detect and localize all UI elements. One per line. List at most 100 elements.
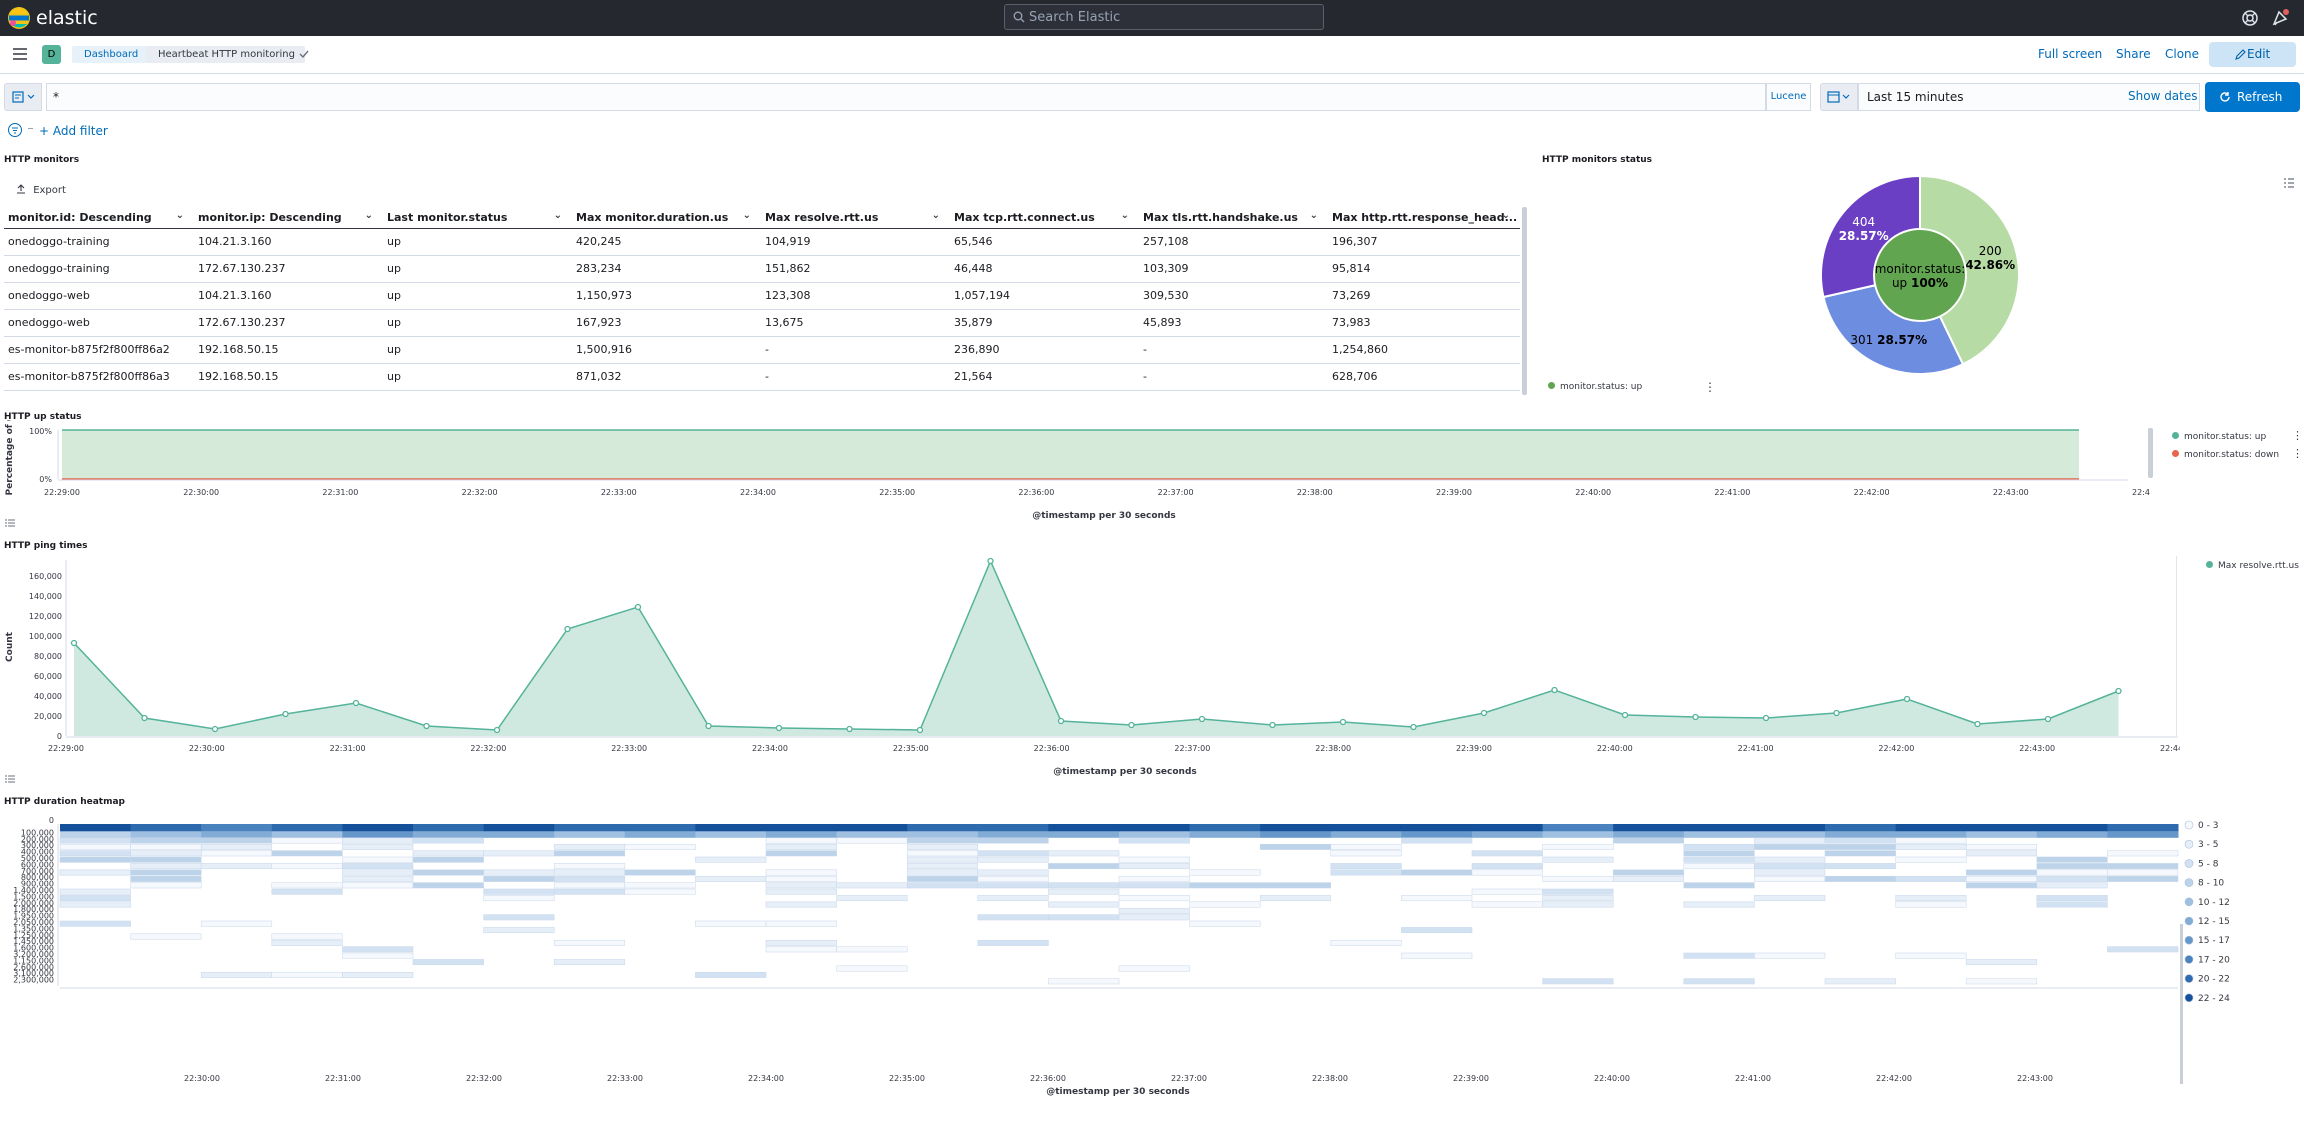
refresh-button[interactable]: Refresh <box>2205 82 2300 112</box>
saved-query-menu[interactable] <box>4 83 42 111</box>
elastic-logo-icon[interactable] <box>6 5 32 31</box>
edit-button[interactable]: Edit <box>2209 42 2296 67</box>
chevron-down-icon[interactable]: ⌄ <box>931 210 940 221</box>
table-cell[interactable]: 73,269 <box>1328 282 1520 310</box>
table-cell[interactable]: 73,983 <box>1328 309 1520 337</box>
add-filter-button[interactable]: + Add filter <box>39 124 108 138</box>
table-cell[interactable]: up <box>383 282 572 310</box>
table-cell[interactable]: - <box>761 363 950 391</box>
table-scrollbar[interactable] <box>1522 207 1527 395</box>
up-legend-item[interactable]: monitor.status: up <box>2172 432 2266 442</box>
table-cell[interactable]: 1,254,860 <box>1328 336 1520 364</box>
table-cell[interactable]: up <box>383 255 572 283</box>
table-cell[interactable]: - <box>761 336 950 364</box>
table-cell[interactable]: onedoggo-training <box>4 255 194 283</box>
table-cell[interactable]: up <box>383 309 572 337</box>
ping-legend-item[interactable]: Max resolve.rtt.us <box>2206 561 2299 571</box>
table-cell[interactable]: 103,309 <box>1139 255 1328 283</box>
table-cell[interactable]: 45,893 <box>1139 309 1328 337</box>
table-cell[interactable]: 1,057,194 <box>950 282 1139 310</box>
options-icon[interactable]: ⋮ <box>2292 429 2303 442</box>
table-cell[interactable]: 95,814 <box>1328 255 1520 283</box>
legend-scrollbar[interactable] <box>2148 428 2153 478</box>
date-quick-menu[interactable] <box>1820 83 1858 111</box>
column-header[interactable]: Last monitor.status ⌄ <box>383 207 572 229</box>
table-cell[interactable]: 46,448 <box>950 255 1139 283</box>
down-legend-item[interactable]: monitor.status: down <box>2172 450 2279 460</box>
legend-toggle-icon[interactable] <box>2282 176 2296 190</box>
table-cell[interactable]: 309,530 <box>1139 282 1328 310</box>
table-cell[interactable]: - <box>1139 336 1328 364</box>
table-cell[interactable]: es-monitor-b875f2f800ff86a2 <box>4 336 194 364</box>
time-range-display[interactable]: Last 15 minutes <box>1858 83 2200 111</box>
table-cell[interactable]: 257,108 <box>1139 228 1328 256</box>
table-cell[interactable]: es-monitor-b875f2f800ff86a3 <box>4 363 194 391</box>
table-cell[interactable]: onedoggo-training <box>4 228 194 256</box>
global-search[interactable] <box>1004 4 1324 30</box>
x-tick-label: 22:34:00 <box>740 488 776 497</box>
table-cell[interactable]: 123,308 <box>761 282 950 310</box>
filter-icon[interactable] <box>7 122 23 138</box>
table-cell[interactable]: 628,706 <box>1328 363 1520 391</box>
table-cell[interactable]: 236,890 <box>950 336 1139 364</box>
show-dates-link[interactable]: Show dates <box>2128 89 2198 103</box>
search-input[interactable] <box>1029 8 1309 26</box>
column-header[interactable]: monitor.id: Descending ⌄ <box>4 207 194 229</box>
table-cell[interactable]: 65,546 <box>950 228 1139 256</box>
table-cell[interactable]: 420,245 <box>572 228 761 256</box>
table-cell[interactable]: 21,564 <box>950 363 1139 391</box>
table-cell[interactable]: 871,032 <box>572 363 761 391</box>
chevron-down-icon[interactable]: ⌄ <box>1501 210 1510 221</box>
table-cell[interactable]: - <box>1139 363 1328 391</box>
table-cell[interactable]: 167,923 <box>572 309 761 337</box>
table-cell[interactable]: 192.168.50.15 <box>194 336 383 364</box>
query-language-button[interactable]: Lucene <box>1766 83 1811 111</box>
table-cell[interactable]: up <box>383 336 572 364</box>
column-header[interactable]: Max tls.rtt.handshake.us ⌄ <box>1139 207 1328 229</box>
table-cell[interactable]: onedoggo-web <box>4 282 194 310</box>
newsfeed-icon[interactable] <box>2270 8 2290 28</box>
space-avatar[interactable]: D <box>42 45 61 64</box>
column-header[interactable]: Max tcp.rtt.connect.us ⌄ <box>950 207 1139 229</box>
options-icon[interactable]: ⋮ <box>1704 380 1716 394</box>
table-cell[interactable]: 13,675 <box>761 309 950 337</box>
table-cell[interactable]: onedoggo-web <box>4 309 194 337</box>
table-cell[interactable]: 192.168.50.15 <box>194 363 383 391</box>
chevron-down-icon[interactable]: ⌄ <box>1309 210 1318 221</box>
column-header[interactable]: Max resolve.rtt.us ⌄ <box>761 207 950 229</box>
export-button[interactable]: Export <box>16 184 66 196</box>
help-icon[interactable] <box>2240 8 2260 28</box>
check-icon[interactable] <box>298 48 310 60</box>
legend-toggle-icon[interactable] <box>4 773 16 785</box>
clone-button[interactable]: Clone <box>2165 47 2200 61</box>
options-icon[interactable]: ⋮ <box>2292 447 2303 460</box>
column-header[interactable]: monitor.ip: Descending ⌄ <box>194 207 383 229</box>
chevron-down-icon[interactable]: ⌄ <box>364 210 373 221</box>
table-cell[interactable]: up <box>383 363 572 391</box>
table-cell[interactable]: 151,862 <box>761 255 950 283</box>
column-header[interactable]: Max http.rtt.response_head... ⌄ <box>1328 207 1520 229</box>
legend-toggle-icon[interactable] <box>4 517 16 529</box>
query-input[interactable]: * <box>46 83 1766 111</box>
table-cell[interactable]: 196,307 <box>1328 228 1520 256</box>
table-cell[interactable]: 104.21.3.160 <box>194 282 383 310</box>
chevron-down-icon[interactable]: ⌄ <box>1120 210 1129 221</box>
table-cell[interactable]: 172.67.130.237 <box>194 255 383 283</box>
share-button[interactable]: Share <box>2116 47 2151 61</box>
menu-icon[interactable] <box>10 44 30 64</box>
breadcrumb-dashboard[interactable]: Dashboard <box>72 46 150 63</box>
table-cell[interactable]: 104.21.3.160 <box>194 228 383 256</box>
table-cell[interactable]: up <box>383 228 572 256</box>
table-cell[interactable]: 104,919 <box>761 228 950 256</box>
chevron-down-icon[interactable]: ⌄ <box>742 210 751 221</box>
chevron-down-icon[interactable]: ⌄ <box>175 210 184 221</box>
table-cell[interactable]: 1,500,916 <box>572 336 761 364</box>
table-cell[interactable]: 1,150,973 <box>572 282 761 310</box>
pie-legend-item[interactable]: monitor.status: up <box>1548 382 1642 392</box>
table-cell[interactable]: 172.67.130.237 <box>194 309 383 337</box>
full-screen-button[interactable]: Full screen <box>2038 47 2103 61</box>
table-cell[interactable]: 35,879 <box>950 309 1139 337</box>
table-cell[interactable]: 283,234 <box>572 255 761 283</box>
chevron-down-icon[interactable]: ⌄ <box>553 210 562 221</box>
column-header[interactable]: Max monitor.duration.us ⌄ <box>572 207 761 229</box>
